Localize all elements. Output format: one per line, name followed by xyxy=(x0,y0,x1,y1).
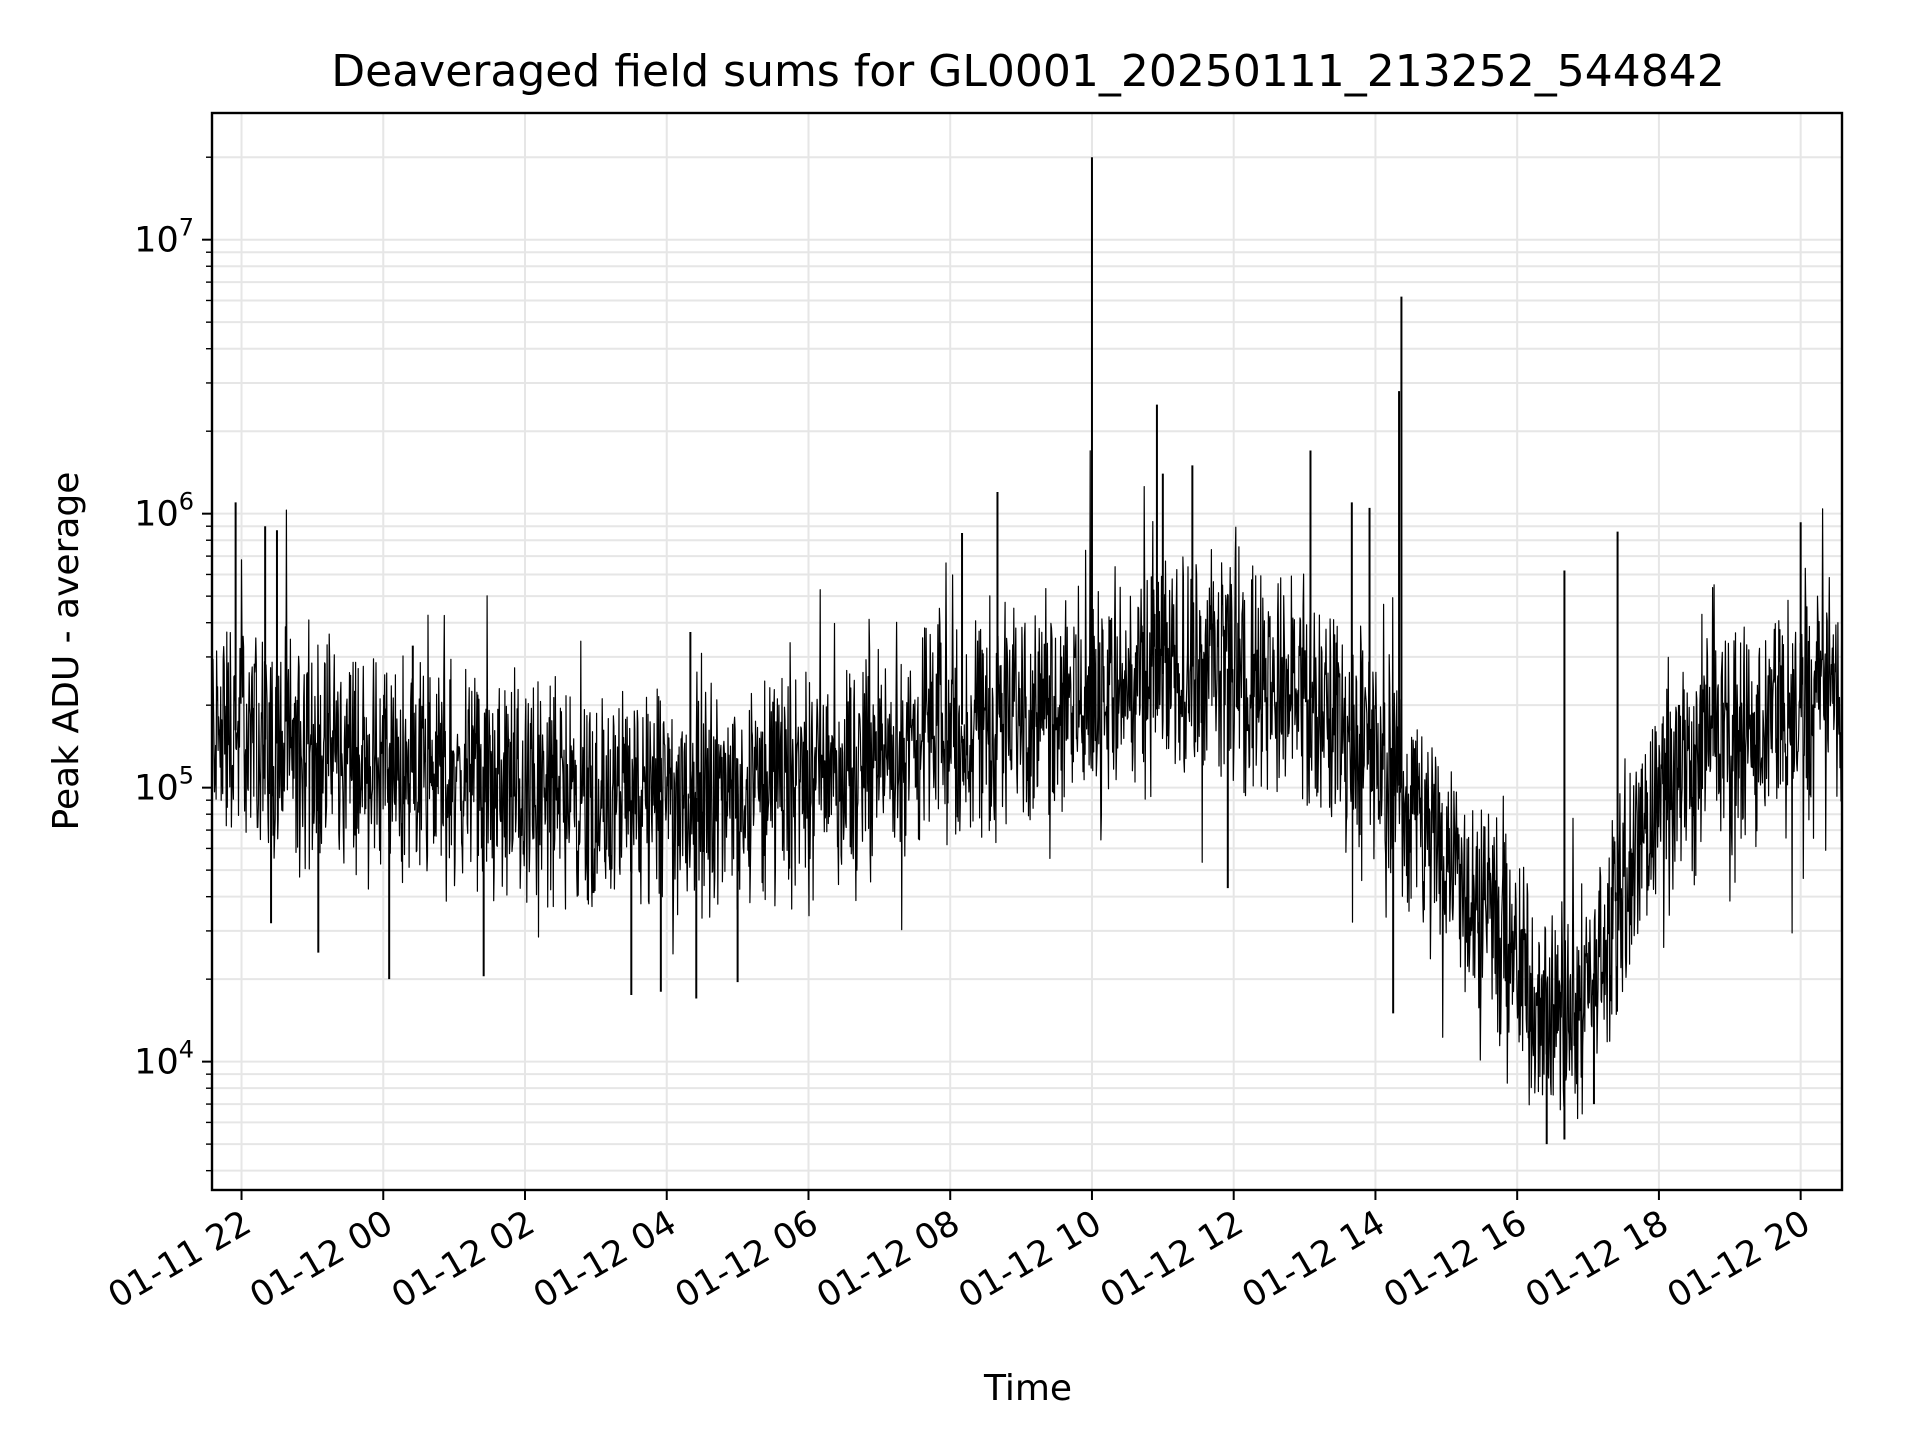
y-tick-base: 10 xyxy=(134,769,179,809)
y-tick-base: 10 xyxy=(134,495,179,535)
plot-frame xyxy=(210,111,1844,1192)
y-tick-base: 10 xyxy=(134,1043,179,1083)
y-tick-exponent: 4 xyxy=(179,1036,194,1064)
y-axis-label: Peak ADU - average xyxy=(46,472,87,831)
y-tick-label: 104 xyxy=(134,1036,194,1083)
y-tick-exponent: 5 xyxy=(179,762,194,790)
y-tick-label: 105 xyxy=(134,762,194,809)
chart-title: Deaveraged field sums for GL0001_2025011… xyxy=(331,46,1724,97)
y-tick-base: 10 xyxy=(134,221,179,261)
y-tick-label: 106 xyxy=(134,488,194,535)
y-tick-label: 107 xyxy=(134,214,194,261)
y-tick-exponent: 7 xyxy=(179,214,194,242)
y-tick-exponent: 6 xyxy=(179,488,194,516)
x-axis-label: Time xyxy=(983,1368,1072,1409)
series xyxy=(211,157,1843,1145)
